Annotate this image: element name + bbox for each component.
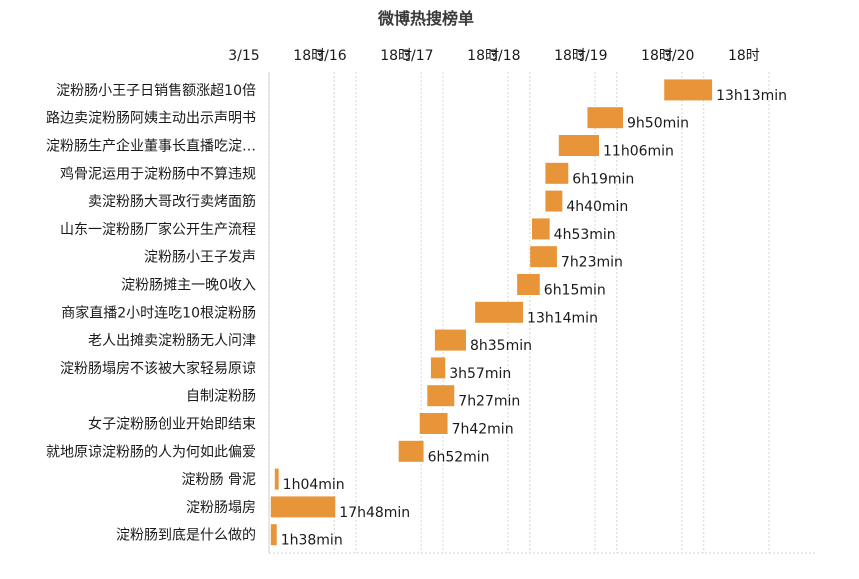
duration-bar: [531, 218, 550, 240]
duration-label: 6h15min: [544, 283, 606, 299]
duration-bar: [664, 79, 713, 101]
category-label: 山东一淀粉肠厂家公开生产流程: [60, 221, 256, 238]
category-label: 淀粉肠生产企业董事长直播吃淀…: [46, 138, 256, 155]
duration-bar: [274, 468, 279, 490]
category-label: 自制淀粉肠: [186, 389, 256, 405]
duration-label: 4h53min: [554, 227, 616, 243]
duration-bar: [430, 357, 446, 379]
duration-bar: [587, 107, 624, 129]
duration-bar: [427, 385, 455, 407]
duration-bar: [545, 190, 563, 212]
category-label: 淀粉肠摊主一晚0收入: [121, 278, 256, 294]
category-label: 女子淀粉肠创业开始即结束: [88, 416, 256, 433]
x-tick-label: 3/19: [576, 48, 607, 64]
x-tick-label: 18时: [467, 48, 499, 64]
category-label: 路边卖淀粉肠阿姨主动出示声明书: [46, 111, 256, 127]
duration-label: 3h57min: [449, 366, 511, 382]
x-tick-label: 3/16: [315, 48, 347, 64]
category-label: 就地原谅淀粉肠的人为何如此偏爱: [46, 444, 256, 460]
x-tick-label: 3/18: [489, 48, 520, 64]
duration-label: 8h35min: [470, 338, 532, 354]
category-label: 老人出摊卖淀粉肠无人问津: [88, 333, 256, 349]
duration-label: 11h06min: [603, 144, 674, 160]
category-label: 淀粉肠小王子发声: [144, 250, 256, 266]
duration-label: 13h13min: [716, 88, 787, 104]
category-label: 淀粉肠 骨泥: [182, 472, 256, 488]
duration-bar: [475, 301, 524, 323]
x-tick-label: 3/20: [663, 48, 694, 64]
category-label: 鸡骨泥运用于淀粉肠中不算违规: [60, 165, 256, 182]
duration-label: 6h19min: [572, 171, 634, 187]
duration-bar: [545, 162, 569, 184]
x-tick-label: 18时: [728, 48, 760, 64]
duration-bar: [530, 246, 557, 268]
duration-label: 1h04min: [283, 477, 345, 493]
duration-label: 13h14min: [527, 310, 598, 326]
duration-label: 7h23min: [561, 255, 623, 271]
x-tick-label: 18时: [641, 48, 673, 64]
category-label: 淀粉肠塌房不该被大家轻易原谅: [60, 360, 256, 377]
duration-bar: [270, 496, 336, 518]
duration-label: 17h48min: [339, 505, 410, 521]
duration-label: 9h50min: [627, 116, 689, 132]
x-tick-label: 3/17: [402, 48, 433, 64]
duration-bar: [558, 135, 600, 156]
x-tick-label: 18时: [380, 48, 412, 64]
duration-label: 7h27min: [458, 394, 520, 410]
chart-title: 微博热搜榜单: [377, 9, 474, 28]
duration-bar: [517, 274, 540, 295]
category-label: 淀粉肠塌房: [186, 500, 256, 516]
duration-bar: [270, 524, 277, 546]
x-tick-label: 18时: [554, 48, 586, 64]
duration-bar: [398, 440, 424, 462]
category-label: 淀粉肠到底是什么做的: [116, 528, 256, 544]
category-label: 商家直播2小时连吃10根淀粉肠: [61, 304, 256, 321]
x-tick-label: 18时: [293, 48, 325, 64]
duration-label: 7h42min: [452, 422, 514, 438]
duration-bar: [434, 329, 466, 351]
duration-label: 6h52min: [428, 449, 490, 465]
duration-label: 1h38min: [281, 533, 343, 549]
duration-bar: [419, 413, 448, 434]
duration-label: 4h40min: [566, 199, 628, 215]
x-tick-label: 3/15: [228, 48, 259, 64]
category-label: 卖淀粉肠大哥改行卖烤面筋: [88, 193, 256, 210]
category-label: 淀粉肠小王子日销售额涨超10倍: [56, 83, 256, 99]
